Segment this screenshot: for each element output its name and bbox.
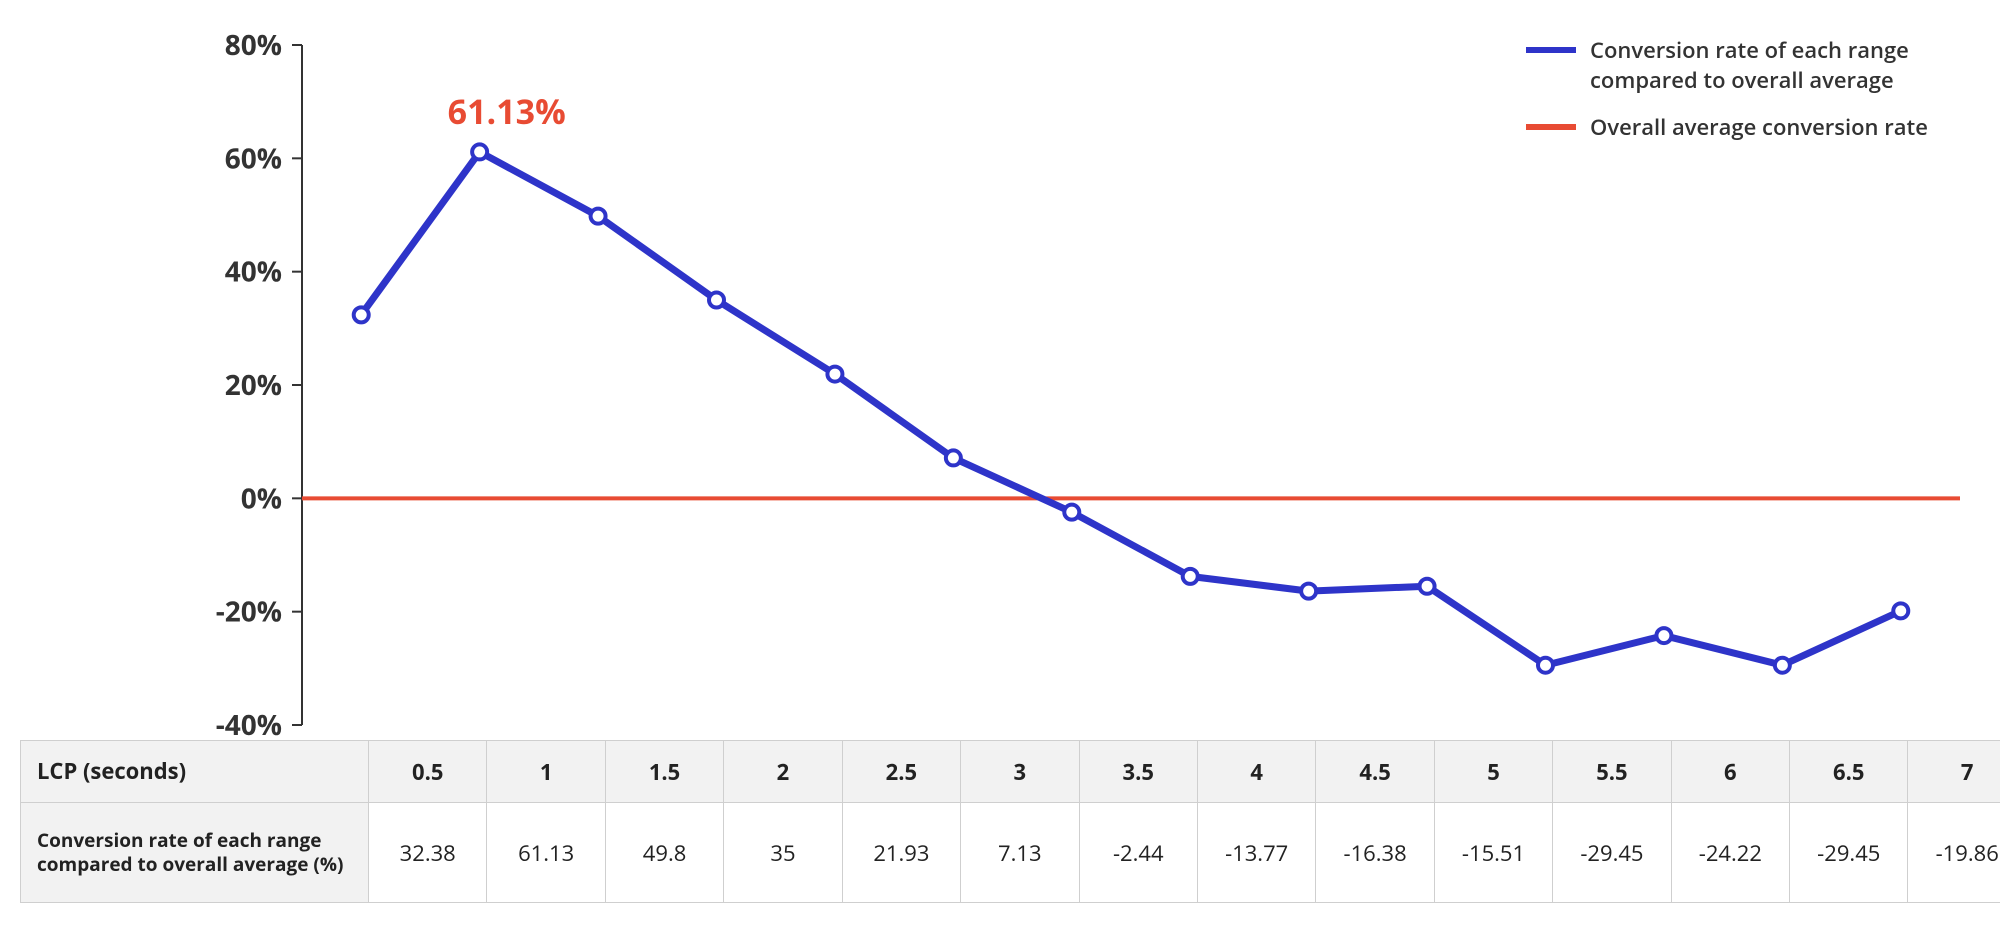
value-cell: 32.38: [369, 803, 487, 903]
column-header: 7: [1908, 741, 2000, 803]
legend-swatch: [1526, 124, 1576, 130]
series-marker: [946, 450, 961, 465]
y-tick-label: 80%: [225, 26, 282, 64]
y-tick-label: 20%: [225, 366, 282, 404]
series-marker: [1064, 505, 1079, 520]
legend-item: Conversion rate of each range compared t…: [1526, 36, 1970, 95]
legend: Conversion rate of each range compared t…: [1526, 36, 1970, 161]
value-cell: -29.45: [1790, 803, 1908, 903]
value-cell: -2.44: [1079, 803, 1197, 903]
column-header: 2: [724, 741, 842, 803]
series-marker: [827, 367, 842, 382]
column-header: 1: [487, 741, 605, 803]
column-header: 4.5: [1316, 741, 1434, 803]
series-marker: [1775, 658, 1790, 673]
series-marker: [591, 209, 606, 224]
column-header: 5: [1434, 741, 1552, 803]
value-cell: -19.86: [1908, 803, 2000, 903]
series-marker: [709, 293, 724, 308]
row-header: LCP (seconds): [21, 741, 369, 803]
y-tick-label: -40%: [216, 706, 282, 744]
table-row: Conversion rate of each range compared t…: [21, 803, 2000, 903]
y-tick-label: -20%: [216, 593, 282, 631]
column-header: 3.5: [1079, 741, 1197, 803]
value-cell: -24.22: [1671, 803, 1789, 903]
value-cell: -29.45: [1553, 803, 1671, 903]
value-cell: 35: [724, 803, 842, 903]
legend-label: Conversion rate of each range compared t…: [1590, 36, 1970, 95]
table-row: LCP (seconds)0.511.522.533.544.555.566.5…: [21, 741, 2000, 803]
series-marker: [1656, 628, 1671, 643]
data-table: LCP (seconds)0.511.522.533.544.555.566.5…: [20, 740, 2000, 903]
value-cell: -15.51: [1434, 803, 1552, 903]
series-marker: [1301, 584, 1316, 599]
value-cell: -13.77: [1197, 803, 1315, 903]
value-cell: 7.13: [961, 803, 1079, 903]
column-header: 2.5: [842, 741, 960, 803]
series-marker: [354, 307, 369, 322]
series-marker: [1183, 569, 1198, 584]
value-cell: 61.13: [487, 803, 605, 903]
column-header: 0.5: [369, 741, 487, 803]
y-tick-label: 40%: [225, 253, 282, 291]
column-header: 5.5: [1553, 741, 1671, 803]
legend-swatch: [1526, 47, 1576, 53]
legend-item: Overall average conversion rate: [1526, 113, 1970, 143]
column-header: 1.5: [605, 741, 723, 803]
y-tick-label: 0%: [241, 479, 282, 517]
series-marker: [1893, 603, 1908, 618]
series-marker: [472, 144, 487, 159]
value-cell: 21.93: [842, 803, 960, 903]
value-cell: -16.38: [1316, 803, 1434, 903]
series-marker: [1420, 579, 1435, 594]
series-marker: [1538, 658, 1553, 673]
series-line: [361, 152, 1901, 665]
column-header: 6: [1671, 741, 1789, 803]
column-header: 3: [961, 741, 1079, 803]
y-tick-label: 60%: [225, 139, 282, 177]
column-header: 4: [1197, 741, 1315, 803]
value-cell: 49.8: [605, 803, 723, 903]
legend-label: Overall average conversion rate: [1590, 113, 1928, 143]
column-header: 6.5: [1790, 741, 1908, 803]
row-header: Conversion rate of each range compared t…: [21, 803, 369, 903]
